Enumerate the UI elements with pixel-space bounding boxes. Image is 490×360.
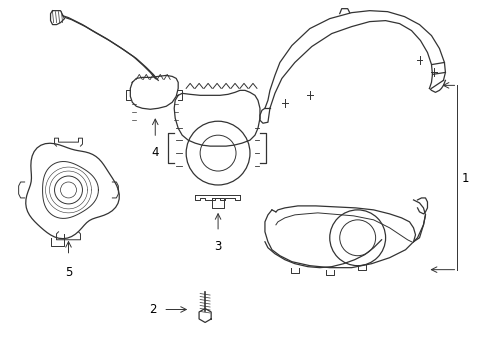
Text: 5: 5 [65,266,72,279]
Text: 2: 2 [149,303,157,316]
Text: 3: 3 [215,240,222,253]
Text: 1: 1 [462,171,469,185]
Text: 4: 4 [151,146,159,159]
